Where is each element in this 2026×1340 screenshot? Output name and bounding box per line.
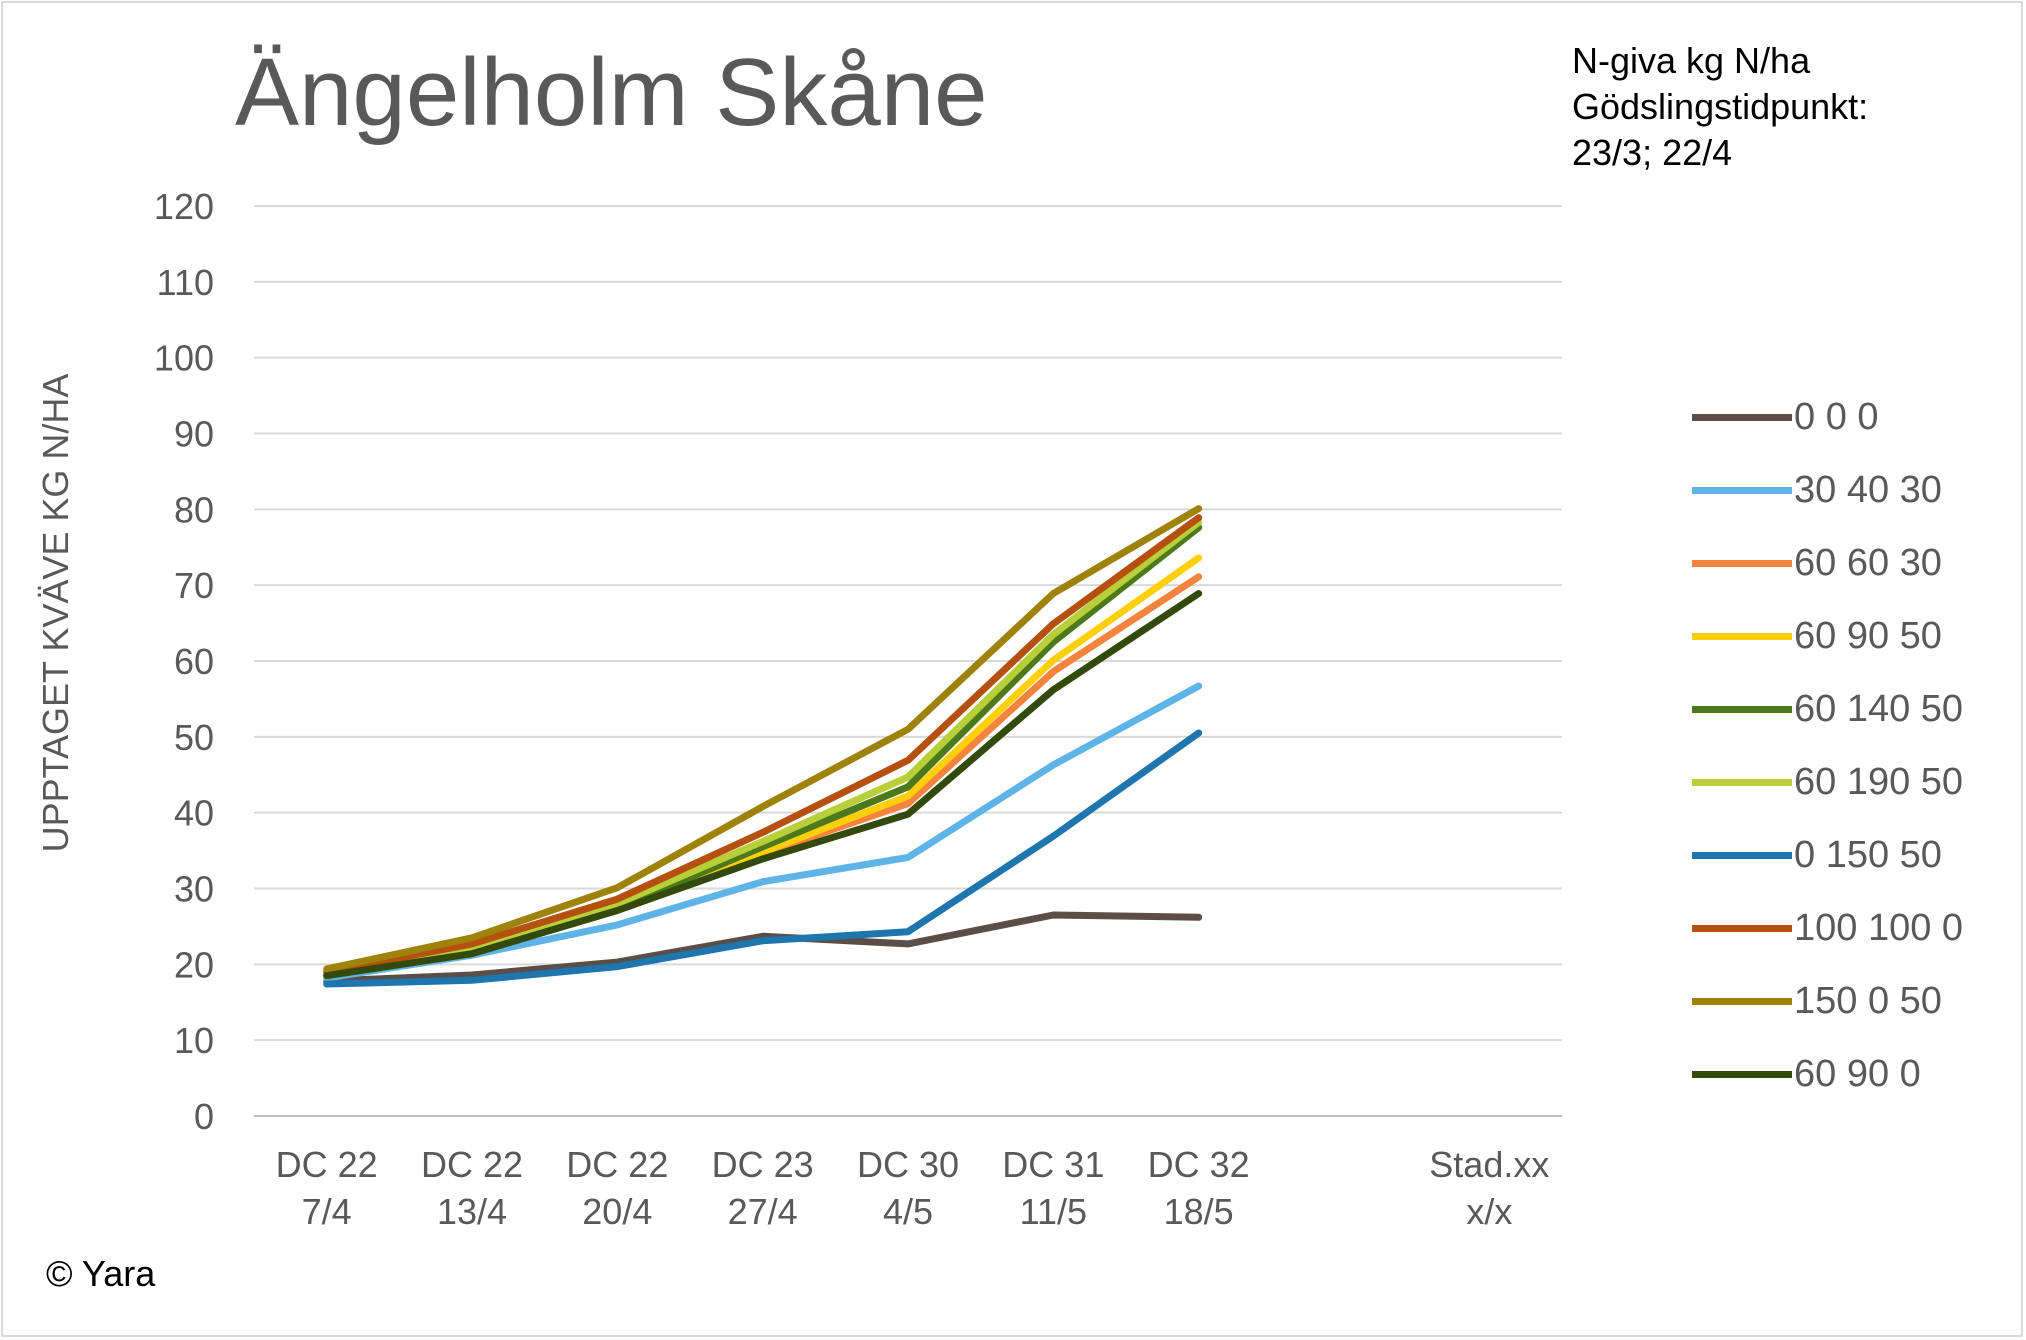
legend-label: 60 90 50 — [1794, 615, 1942, 657]
y-axis-ticks: 0 10 20 30 40 50 60 70 80 90 100 110 120 — [154, 186, 214, 1137]
series-line-0-0-0 — [323, 911, 1203, 985]
y-tick-label: 100 — [154, 338, 214, 379]
legend-item: 60 90 50 — [1692, 607, 2012, 680]
y-tick-label: 40 — [174, 793, 214, 834]
series-line-60-190-50 — [323, 518, 1203, 977]
legend-item: 30 40 30 — [1692, 461, 2012, 534]
series-line-0-150-50 — [323, 729, 1203, 988]
legend-swatch — [1692, 633, 1792, 640]
legend-label: 60 190 50 — [1794, 761, 1964, 803]
y-axis-label: UPPTAGET KVÄVE KG N/HA — [35, 374, 76, 853]
legend-swatch — [1692, 706, 1792, 713]
note-line-2: Gödslingstidpunkt: — [1572, 86, 1869, 127]
legend-item: 60 60 30 — [1692, 534, 2012, 607]
x-tick-label: 20/4 — [582, 1191, 652, 1232]
y-tick-label: 30 — [174, 869, 214, 910]
legend-label: 60 90 0 — [1794, 1053, 1921, 1095]
y-tick-label: 70 — [174, 565, 214, 606]
legend-item: 0 150 50 — [1692, 826, 2012, 899]
x-tick-label: DC 32 — [1148, 1144, 1250, 1185]
legend-swatch — [1692, 852, 1792, 859]
y-tick-label: 60 — [174, 641, 214, 682]
fertilization-note: N-giva kg N/ha Gödslingstidpunkt: 23/3; … — [1572, 38, 1868, 176]
legend-label: 0 150 50 — [1794, 834, 1942, 876]
x-axis-ticks: DC 22 7/4 DC 22 13/4 DC 22 20/4 DC 23 27/4 DC 30… — [276, 1144, 1550, 1232]
x-tick-label: DC 30 — [857, 1144, 959, 1185]
x-tick-label: DC 22 — [276, 1144, 378, 1185]
series-line-100-100-0 — [323, 514, 1203, 976]
x-tick-label: 7/4 — [302, 1191, 352, 1232]
y-tick-label: 110 — [157, 262, 214, 303]
note-line-1: N-giva kg N/ha — [1572, 40, 1811, 81]
legend-label: 150 0 50 — [1794, 980, 1942, 1022]
x-tick-label: DC 23 — [712, 1144, 814, 1185]
x-tick-label: x/x — [1466, 1191, 1512, 1232]
chart-title: Ängelholm Skåne — [235, 39, 988, 146]
legend-item: 60 90 0 — [1692, 1045, 2012, 1118]
x-tick-label: DC 22 — [566, 1144, 668, 1185]
legend-swatch — [1692, 414, 1792, 421]
legend-label: 30 40 30 — [1794, 469, 1942, 511]
legend-item: 0 0 0 — [1692, 388, 2012, 461]
x-tick-label: 4/5 — [883, 1191, 933, 1232]
x-tick-label: 11/5 — [1020, 1191, 1087, 1232]
legend-item: 60 190 50 — [1692, 753, 2012, 826]
legend-label: 100 100 0 — [1794, 907, 1964, 949]
x-tick-label: Stad.xx — [1429, 1144, 1549, 1185]
series-line-150-0-50 — [323, 505, 1203, 973]
y-tick-label: 80 — [174, 489, 214, 530]
legend-swatch — [1692, 925, 1792, 932]
legend-swatch — [1692, 487, 1792, 494]
x-tick-label: 18/5 — [1164, 1191, 1234, 1232]
legend-swatch — [1692, 560, 1792, 567]
x-tick-label: DC 22 — [421, 1144, 523, 1185]
legend-item: 60 140 50 — [1692, 680, 2012, 753]
copyright: © Yara — [46, 1253, 156, 1294]
y-tick-label: 50 — [174, 717, 214, 758]
x-tick-label: DC 31 — [1002, 1144, 1104, 1185]
series-lines — [323, 505, 1203, 988]
legend-item: 100 100 0 — [1692, 899, 2012, 972]
legend-label: 0 0 0 — [1794, 396, 1879, 438]
y-tick-label: 10 — [174, 1020, 214, 1061]
legend-swatch — [1692, 779, 1792, 786]
legend-swatch — [1692, 1071, 1792, 1078]
y-tick-label: 20 — [174, 944, 214, 985]
y-tick-label: 90 — [174, 414, 214, 455]
series-line-60-90-0 — [323, 590, 1203, 980]
series-line-60-140-50 — [323, 524, 1203, 979]
legend-label: 60 140 50 — [1794, 688, 1964, 730]
y-tick-label: 0 — [194, 1096, 214, 1137]
note-line-3: 23/3; 22/4 — [1572, 132, 1733, 173]
legend: 0 0 0 30 40 30 60 60 30 60 90 50 60 140 50 60… — [1692, 388, 2012, 1118]
x-tick-label: 13/4 — [437, 1191, 507, 1232]
legend-item: 150 0 50 — [1692, 972, 2012, 1045]
legend-swatch — [1692, 998, 1792, 1005]
legend-label: 60 60 30 — [1794, 542, 1942, 584]
x-tick-label: 27/4 — [728, 1191, 798, 1232]
gridlines — [254, 205, 1562, 1117]
y-tick-label: 120 — [154, 186, 214, 227]
